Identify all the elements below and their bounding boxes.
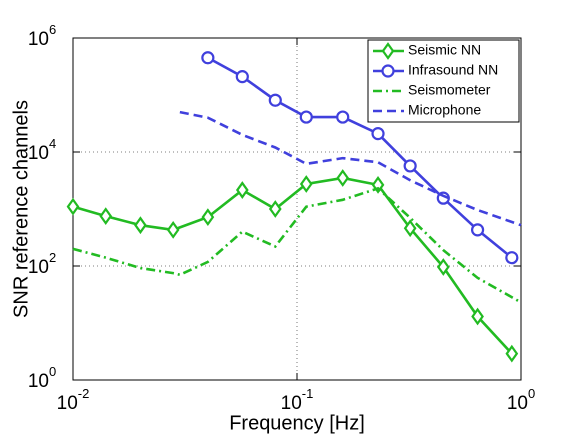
tick-base: 10 [28,257,49,278]
marker [371,175,385,194]
x-axis-label: Frequency [Hz] [229,412,365,434]
x-tick-label: 10-1 [281,386,314,414]
tick-exponent: 0 [528,386,535,401]
marker [505,251,519,265]
y-axis-label: SNR reference channels [10,100,32,318]
marker [166,220,180,239]
tick-base: 10 [28,143,49,164]
marker [403,159,417,173]
marker [336,110,350,124]
y-tick-label: 104 [28,136,56,164]
marker [268,93,282,107]
y-tick-label: 102 [28,250,56,278]
legend-box [367,39,520,123]
series-line [179,110,522,227]
y-tick-label: 106 [28,22,56,50]
marker [381,42,395,60]
x-tick-label: 10-2 [57,386,90,414]
marker [268,200,282,218]
legend-label: Seismometer [408,82,491,98]
series-line [207,56,513,259]
y-tick-label: 100 [28,364,56,392]
tick-exponent: 4 [49,136,56,151]
marker [99,207,113,226]
tick-base: 10 [28,371,49,392]
tick-exponent: -1 [302,386,314,401]
tick-exponent: 2 [49,250,56,265]
marker [235,181,249,199]
tick-exponent: 0 [49,364,56,379]
marker [134,216,147,235]
series-line [72,186,522,304]
marker [403,219,417,238]
marker [336,169,350,187]
marker [471,307,484,326]
marker [470,223,485,237]
marker [201,208,215,227]
tick-exponent: 6 [49,22,56,37]
marker [436,258,450,276]
marker [235,70,249,84]
tick-exponent: -2 [78,386,90,401]
legend-label: Seismic NN [408,42,481,58]
x-tick-label: 100 [507,386,535,414]
tick-base: 10 [281,393,302,414]
marker [66,197,80,216]
legend-label: Microphone [408,102,481,118]
marker [371,127,385,141]
legend-label: Infrasound NN [408,62,498,78]
tick-base: 10 [57,393,78,414]
marker [381,64,395,78]
marker [299,175,313,193]
tick-base: 10 [507,393,528,414]
tick-base: 10 [28,29,49,50]
marker [299,110,313,124]
marker [201,51,215,65]
marker [505,344,519,363]
